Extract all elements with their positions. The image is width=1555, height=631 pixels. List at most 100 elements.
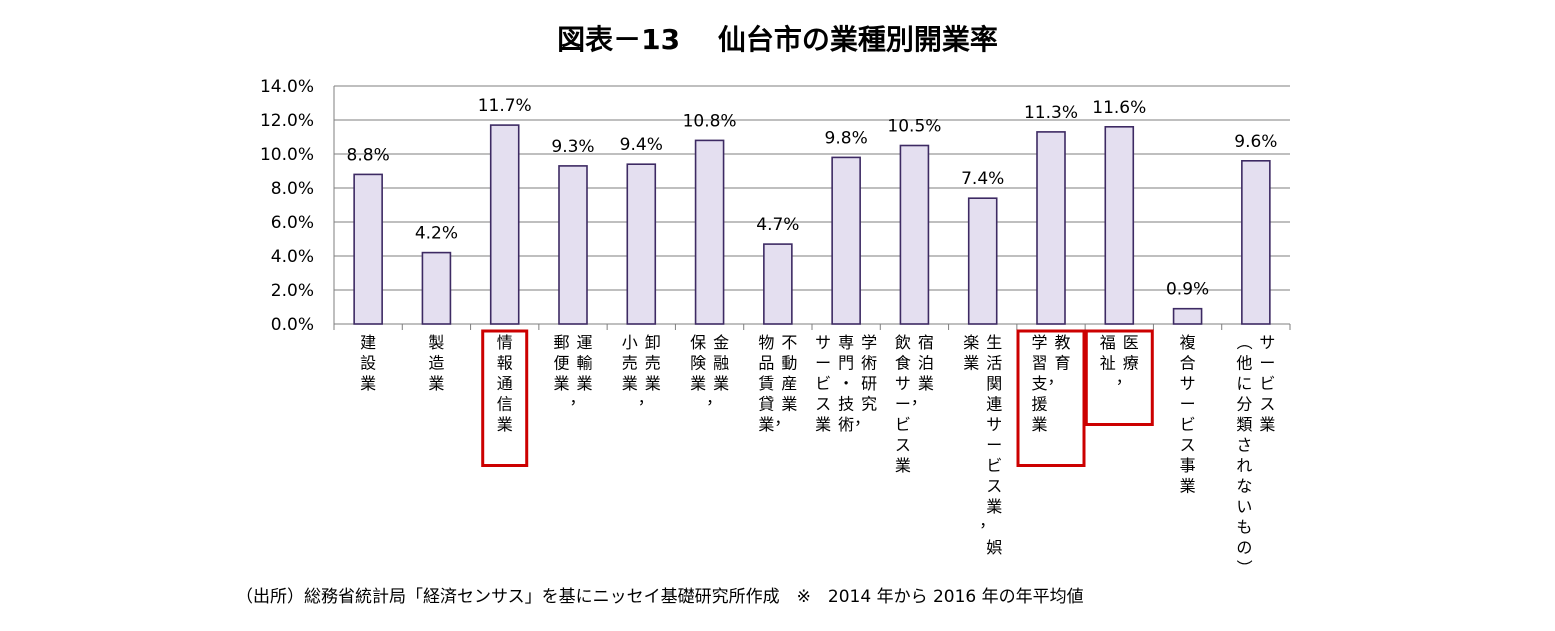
category-label-char: 医 xyxy=(1123,333,1139,352)
bar xyxy=(1241,160,1271,325)
data-label: 10.5% xyxy=(887,117,941,137)
data-label: 4.7% xyxy=(756,215,799,235)
category-label-char: 飲 xyxy=(895,333,911,352)
bar xyxy=(558,165,588,325)
category-label-char: 業 xyxy=(553,374,569,393)
category-label-char: 楽 xyxy=(963,333,979,352)
category-label-char: サ xyxy=(815,333,831,352)
category-label-char: 通 xyxy=(497,374,513,393)
data-label: 11.7% xyxy=(478,96,532,116)
category-label-char: 複 xyxy=(1180,333,1196,352)
category-label-char: ビ xyxy=(1259,374,1275,393)
category-label-char: 術 xyxy=(838,415,854,434)
category-label-char: 泊 xyxy=(918,354,934,373)
y-tick-label: 0.0% xyxy=(271,315,314,335)
category-label-char: ー xyxy=(1180,395,1196,414)
category-label-char: 情 xyxy=(497,333,513,352)
data-label: 9.4% xyxy=(620,135,663,155)
category-label-char: 療 xyxy=(1123,354,1139,373)
category-label-char: 建 xyxy=(360,333,376,352)
category-label-char: 業 xyxy=(1259,415,1275,434)
data-label: 8.8% xyxy=(347,145,390,165)
category-label-char: 他 xyxy=(1236,354,1252,373)
category-label-char: 製 xyxy=(428,333,444,352)
category-label-char: 報 xyxy=(497,354,513,373)
category-label-char: ス xyxy=(986,477,1002,496)
category-label-char: 業 xyxy=(1031,415,1047,434)
y-tick-label: 2.0% xyxy=(271,281,314,301)
category-label-char: 研 xyxy=(861,374,877,393)
y-tick-label: 8.0% xyxy=(271,179,314,199)
category-label-char: 輸 xyxy=(576,354,592,373)
data-label: 0.9% xyxy=(1166,280,1209,300)
data-label: 11.3% xyxy=(1024,103,1078,123)
category-label-char: ， xyxy=(854,409,870,428)
category-label-char: の xyxy=(1236,538,1252,557)
category-label-char: 合 xyxy=(1180,354,1196,373)
category-label-char: 卸 xyxy=(645,333,661,352)
category-label-char: 業 xyxy=(690,374,706,393)
category-label-char: 学 xyxy=(1031,333,1047,352)
category-label-char: 業 xyxy=(360,374,376,393)
category-label-char: 分 xyxy=(1236,395,1252,414)
bar xyxy=(899,144,930,325)
bar xyxy=(626,163,657,325)
bar xyxy=(1172,307,1203,325)
category-label-char: 売 xyxy=(645,354,661,373)
category-label-char: ， xyxy=(1047,368,1063,387)
category-label-char: ス xyxy=(1180,436,1196,455)
category-label-char: ， xyxy=(979,512,995,531)
category-label-char: 育 xyxy=(1054,354,1070,373)
category-label-char: 険 xyxy=(690,354,706,373)
category-label-char: ， xyxy=(569,389,585,408)
category-label-char: 業 xyxy=(622,374,638,393)
category-label-char: れ xyxy=(1236,456,1252,475)
data-label: 11.6% xyxy=(1092,98,1146,118)
category-label-char: ， xyxy=(706,389,722,408)
category-label-char: 業 xyxy=(918,374,934,393)
category-label-char: ， xyxy=(911,389,927,408)
category-label-char: ビ xyxy=(815,374,831,393)
category-label-char: ー xyxy=(895,395,911,414)
category-label-char: 小 xyxy=(622,333,638,352)
chart-title: 図表－13 仙台市の業種別開業率 xyxy=(557,23,998,56)
bar xyxy=(1104,126,1135,325)
category-label-char: ・ xyxy=(838,374,854,393)
category-label-char: ， xyxy=(774,409,790,428)
category-label-char: 宿 xyxy=(918,333,934,352)
category-label-char: 類 xyxy=(1236,415,1252,434)
y-tick-label: 4.0% xyxy=(271,247,314,267)
category-label-char: 動 xyxy=(781,354,797,373)
category-label-char: 賃 xyxy=(758,374,774,393)
category-label-char: 信 xyxy=(497,395,513,414)
category-label-char: 究 xyxy=(861,395,877,414)
category-label-char: サ xyxy=(895,374,911,393)
category-label-char: に xyxy=(1236,374,1252,393)
category-label-char: 業 xyxy=(1180,477,1196,496)
bar xyxy=(489,124,520,325)
category-label-char: 業 xyxy=(986,497,1002,516)
category-label-char: 融 xyxy=(713,354,729,373)
category-label-char: ビ xyxy=(895,415,911,434)
category-label-char: 活 xyxy=(986,354,1002,373)
category-label-char: 娯 xyxy=(986,538,1002,557)
bar xyxy=(421,251,452,325)
category-label-char: 便 xyxy=(553,354,569,373)
category-label-char: 不 xyxy=(781,333,797,352)
category-label-char: 専 xyxy=(838,333,854,352)
y-tick-label: 14.0% xyxy=(260,77,314,97)
category-label-char: 技 xyxy=(838,395,854,414)
source-note: （出所）総務省統計局「経済センサス」を基にニッセイ基礎研究所作成 ※ 2014 … xyxy=(236,587,1084,607)
category-label-char: 生 xyxy=(986,333,1002,352)
category-label-char: 学 xyxy=(861,333,877,352)
category-label-char: 教 xyxy=(1054,333,1070,352)
category-label-char: 売 xyxy=(622,354,638,373)
data-label: 9.3% xyxy=(551,137,594,157)
category-label-char: サ xyxy=(1259,333,1275,352)
category-label-char: 品 xyxy=(758,354,774,373)
category-label-char: ， xyxy=(638,389,654,408)
category-label-char: ） xyxy=(1234,559,1253,575)
category-label-char: 習 xyxy=(1031,354,1047,373)
highlight-box xyxy=(1016,329,1086,467)
category-label-char: な xyxy=(1236,477,1252,496)
